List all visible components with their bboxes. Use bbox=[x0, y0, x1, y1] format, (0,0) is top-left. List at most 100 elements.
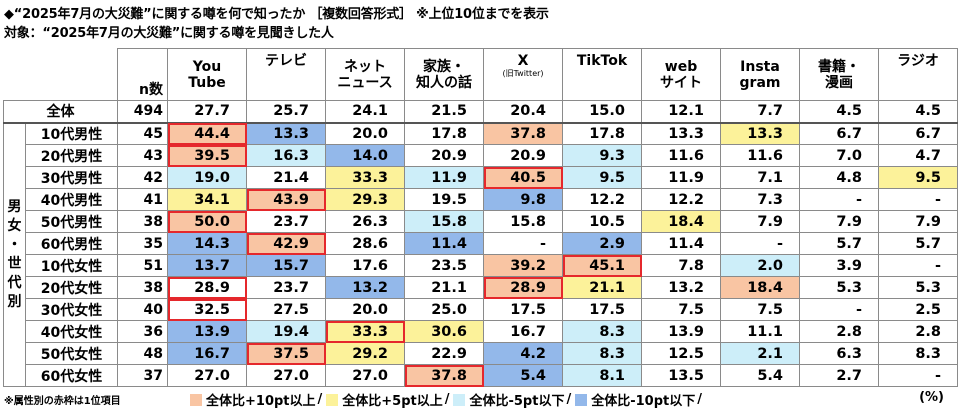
row-label: 20代男性 bbox=[25, 144, 118, 167]
legend-separator: / bbox=[566, 392, 572, 407]
value-cell: 33.3 bbox=[325, 166, 405, 189]
value-cell: 11.9 bbox=[404, 166, 484, 189]
value-cell: 21.5 bbox=[404, 100, 484, 124]
value-cell: 7.5 bbox=[641, 298, 721, 321]
value-cell: 11.1 bbox=[720, 320, 800, 343]
group-label-char: 男 bbox=[7, 198, 22, 215]
value-cell: 2.8 bbox=[878, 320, 958, 343]
row-label: 50代女性 bbox=[25, 342, 118, 365]
value-cell: 19.5 bbox=[404, 188, 484, 211]
value-cell: 42.9 bbox=[246, 232, 326, 255]
group-label-char: 代 bbox=[7, 274, 22, 291]
value-cell: 13.3 bbox=[246, 122, 326, 145]
row-n: 35 bbox=[117, 232, 168, 255]
value-cell: 7.8 bbox=[641, 254, 721, 277]
value-cell: 10.5 bbox=[562, 210, 642, 233]
table-row: 60代女性 37 27.0 27.0 27.0 37.8 5.4 8.1 13.5 5.4 2.7- bbox=[4, 364, 958, 387]
value-cell: 2.7 bbox=[799, 364, 879, 387]
value-cell: 33.3 bbox=[325, 320, 405, 343]
value-cell: 21.4 bbox=[246, 166, 326, 189]
value-cell: 17.5 bbox=[562, 298, 642, 321]
header-family: 家族・ 知人の話 bbox=[404, 48, 484, 101]
row-label: 60代男性 bbox=[25, 232, 118, 255]
row-label: 30代男性 bbox=[25, 166, 118, 189]
value-cell: 9.3 bbox=[562, 144, 642, 167]
value-cell: 7.0 bbox=[799, 144, 879, 167]
legend-separator: / bbox=[444, 392, 450, 407]
chart-title: ◆“2025年7月の大災難”に関する噂を何で知ったか ［複数回答形式］ ※上位1… bbox=[4, 7, 549, 22]
header-n: n数 bbox=[117, 48, 168, 101]
group-label-char: 女 bbox=[7, 217, 22, 234]
value-cell: 15.0 bbox=[562, 100, 642, 124]
row-label: 全体 bbox=[3, 100, 118, 124]
legend-label: 全体比+10pt以上 bbox=[206, 394, 316, 409]
value-cell: 13.5 bbox=[641, 364, 721, 387]
header-family-l2: 知人の話 bbox=[416, 74, 472, 91]
value-cell: 15.7 bbox=[246, 254, 326, 277]
value-cell: 27.0 bbox=[246, 364, 326, 387]
value-cell: 30.6 bbox=[404, 320, 484, 343]
value-cell: 40.5 bbox=[483, 166, 563, 189]
value-cell: 37.8 bbox=[483, 122, 563, 145]
header-books: 書籍・ 漫画 bbox=[799, 48, 879, 101]
value-cell: 23.7 bbox=[246, 210, 326, 233]
table-row: 10代女性 51 13.7 15.7 17.6 23.5 39.2 45.1 7.8 2.0 3.9… bbox=[4, 254, 958, 277]
value-cell: 15.8 bbox=[404, 210, 484, 233]
row-label: 60代女性 bbox=[25, 364, 118, 387]
row-n: 40 bbox=[117, 298, 168, 321]
value-cell: 18.4 bbox=[720, 276, 800, 299]
legend-separator: / bbox=[317, 392, 323, 407]
value-cell: 21.1 bbox=[404, 276, 484, 299]
header-family-l1: 家族・ bbox=[423, 58, 465, 75]
value-cell: 9.5 bbox=[562, 166, 642, 189]
value-cell: 3.9 bbox=[799, 254, 879, 277]
value-cell: 28.9 bbox=[167, 276, 247, 299]
value-cell: 20.0 bbox=[325, 298, 405, 321]
value-cell: 44.4 bbox=[167, 122, 247, 145]
value-cell: 20.9 bbox=[483, 144, 563, 167]
value-cell: 2.1 bbox=[720, 342, 800, 365]
value-cell: 17.6 bbox=[325, 254, 405, 277]
value-cell: 14.3 bbox=[167, 232, 247, 255]
value-cell: 4.5 bbox=[799, 100, 879, 124]
header-blank bbox=[3, 48, 118, 101]
value-cell: 20.9 bbox=[404, 144, 484, 167]
value-cell: 2.5 bbox=[878, 298, 958, 321]
header-net-l1: ネット bbox=[344, 58, 386, 75]
value-cell: 7.9 bbox=[878, 210, 958, 233]
value-cell: 29.3 bbox=[325, 188, 405, 211]
value-cell: 20.4 bbox=[483, 100, 563, 124]
value-cell: 16.7 bbox=[483, 320, 563, 343]
table-row: 30代男性 42 19.0 21.4 33.3 11.9 40.5 9.5 11.9 7.1 4.8… bbox=[4, 166, 958, 189]
value-cell: 11.4 bbox=[641, 232, 721, 255]
value-cell: 6.7 bbox=[878, 122, 958, 145]
value-cell: 18.4 bbox=[641, 210, 721, 233]
value-cell: 7.1 bbox=[720, 166, 800, 189]
value-cell: 13.2 bbox=[641, 276, 721, 299]
legend-label: 全体比-10pt以下 bbox=[591, 394, 696, 409]
value-cell: 13.3 bbox=[720, 122, 800, 145]
value-cell: 27.5 bbox=[246, 298, 326, 321]
row-label: 50代男性 bbox=[25, 210, 118, 233]
row-n: 494 bbox=[117, 100, 168, 124]
value-cell: 23.5 bbox=[404, 254, 484, 277]
row-n: 36 bbox=[117, 320, 168, 343]
table-body: 全体 494 27.7 25.7 24.1 21.5 20.4 15.0 12.1 7.7 4.5 4… bbox=[3, 100, 958, 387]
value-cell: 8.3 bbox=[878, 342, 958, 365]
value-cell: 24.1 bbox=[325, 100, 405, 124]
value-cell: 34.1 bbox=[167, 188, 247, 211]
value-cell: 21.1 bbox=[562, 276, 642, 299]
table-row: 40代男性 41 34.1 43.9 29.3 19.5 9.8 12.2 12.2 7.3- - bbox=[4, 188, 958, 211]
value-cell: 13.2 bbox=[325, 276, 405, 299]
legend-separator: / bbox=[697, 392, 702, 407]
value-cell: 11.4 bbox=[404, 232, 484, 255]
value-cell: 12.2 bbox=[562, 188, 642, 211]
value-cell: 5.7 bbox=[878, 232, 958, 255]
value-cell: 27.0 bbox=[325, 364, 405, 387]
header-x-sub: (旧Twitter) bbox=[502, 69, 544, 78]
row-label: 10代男性 bbox=[25, 122, 118, 145]
value-cell: 6.3 bbox=[799, 342, 879, 365]
value-cell: 2.8 bbox=[799, 320, 879, 343]
value-cell: 45.1 bbox=[562, 254, 642, 277]
value-cell: 15.8 bbox=[483, 210, 563, 233]
